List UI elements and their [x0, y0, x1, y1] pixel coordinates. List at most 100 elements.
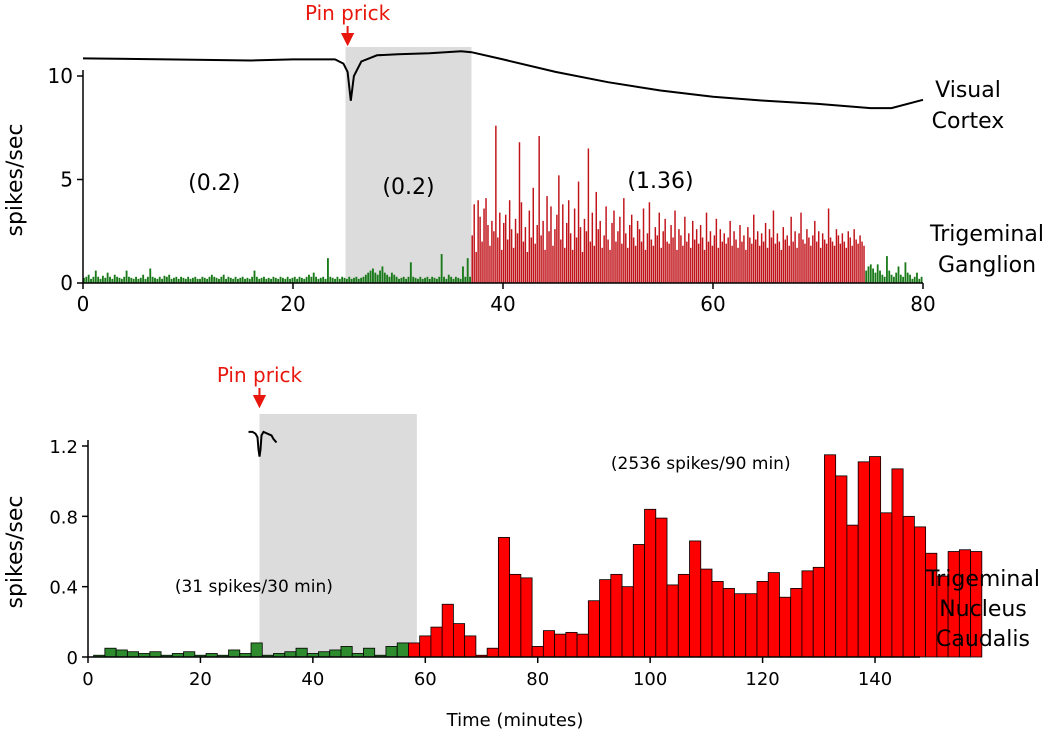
bar [396, 642, 409, 658]
bar [617, 231, 619, 283]
bar [390, 272, 393, 283]
bar [526, 251, 529, 283]
bar [326, 258, 329, 283]
bar [579, 227, 582, 283]
bar [792, 241, 794, 283]
bar [146, 276, 149, 283]
bar [587, 148, 590, 283]
bar [111, 278, 114, 283]
visual-cortex-label: Visual [935, 78, 1001, 103]
bar [605, 206, 607, 283]
bar [751, 243, 753, 283]
bar [402, 276, 405, 283]
bar [656, 235, 659, 283]
bar [666, 241, 668, 283]
bar [334, 278, 336, 283]
bar [729, 220, 731, 283]
bar [424, 277, 426, 283]
bar [776, 233, 779, 283]
bar [646, 233, 649, 283]
bar [118, 277, 121, 283]
bar [473, 204, 475, 283]
bar [857, 461, 870, 658]
bar [692, 220, 694, 283]
bar [441, 603, 454, 658]
bar [869, 264, 872, 283]
bar [629, 225, 631, 283]
bar [827, 208, 830, 283]
bar [662, 231, 664, 283]
bar [589, 241, 592, 283]
top-rate-label: (0.2) [188, 171, 240, 196]
bar [655, 517, 668, 658]
bar [715, 218, 718, 283]
bar [305, 276, 308, 283]
bar [421, 278, 424, 283]
bar [874, 272, 877, 283]
bar [296, 278, 299, 283]
bar [452, 278, 455, 283]
bar [210, 274, 213, 283]
bar [782, 227, 785, 283]
bar [585, 231, 588, 283]
bar [837, 235, 840, 283]
bar [587, 600, 600, 658]
bar [576, 633, 589, 658]
bar [350, 278, 353, 283]
bar [542, 630, 555, 658]
bar [711, 580, 724, 658]
bar [654, 227, 657, 283]
bar [684, 216, 686, 283]
bar [810, 245, 812, 283]
bar [487, 225, 489, 283]
bar [503, 222, 505, 283]
x-tick-label: 0 [82, 669, 93, 690]
bar [774, 243, 777, 283]
bar [481, 241, 483, 283]
bar [220, 276, 223, 283]
bar [497, 237, 499, 283]
bar [414, 277, 417, 283]
bar [123, 276, 126, 283]
bar [881, 274, 884, 283]
bar [369, 270, 372, 283]
bar [317, 278, 320, 283]
bottom-rate-label: (31 spikes/30 min) [175, 577, 333, 597]
bar [573, 208, 576, 283]
bar [632, 544, 645, 658]
bar [913, 276, 916, 283]
bar [308, 274, 310, 283]
bar [841, 233, 844, 283]
bar [861, 241, 863, 283]
bar [831, 241, 834, 283]
bar [548, 231, 550, 283]
bar [890, 274, 893, 283]
bar [367, 272, 370, 283]
bar [640, 241, 643, 283]
bar [318, 651, 331, 658]
bar [279, 276, 282, 283]
bar [445, 278, 448, 283]
bar [565, 631, 578, 658]
x-tick-label: 140 [858, 669, 892, 690]
bar [855, 239, 857, 283]
bar [739, 225, 741, 283]
bar [343, 277, 346, 283]
bar [175, 276, 178, 283]
bar [652, 245, 655, 283]
bar [489, 245, 491, 283]
bar [790, 216, 792, 283]
bar [758, 245, 761, 283]
bar [493, 231, 495, 283]
bar [794, 231, 796, 283]
bar [353, 277, 355, 283]
bar [872, 268, 874, 283]
bar [300, 277, 303, 283]
bar [83, 277, 85, 283]
bar [821, 233, 824, 283]
top-pin-prick-label: Pin prick [305, 1, 391, 25]
bar [289, 278, 291, 283]
bar [426, 276, 429, 283]
x-tick-label: 0 [77, 292, 90, 316]
bar [638, 229, 641, 283]
